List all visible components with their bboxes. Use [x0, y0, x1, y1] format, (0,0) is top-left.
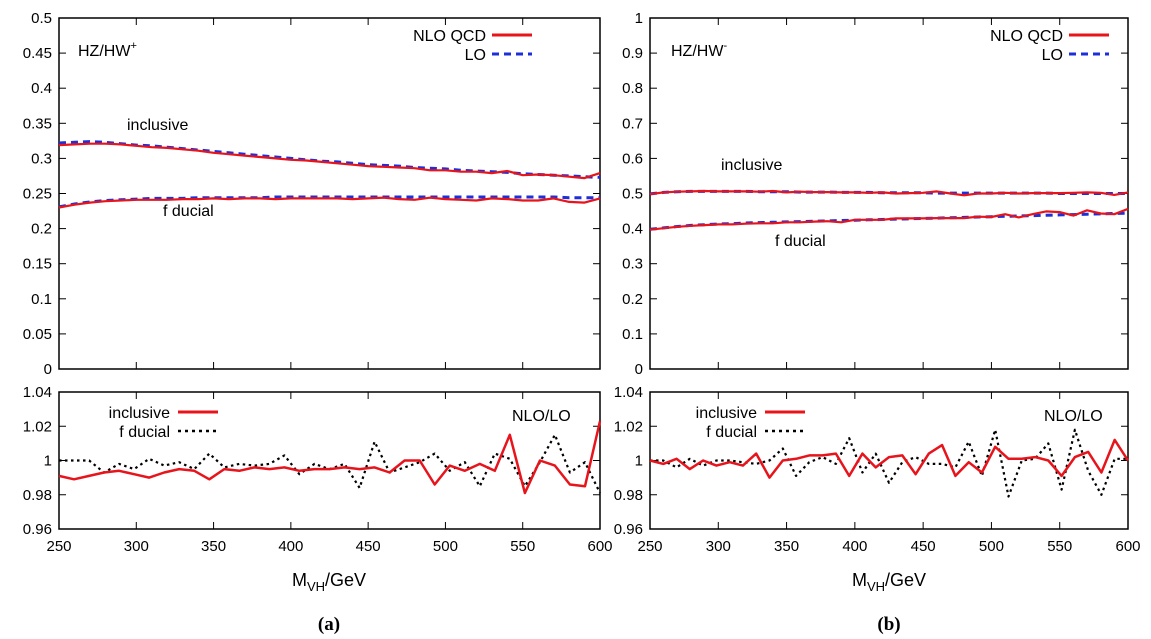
- y-tick-label: 0: [635, 361, 643, 378]
- x-tick-label: 450: [911, 538, 936, 555]
- series-lo-inclusive: [58, 140, 601, 179]
- x-tick-label: 250: [637, 538, 662, 555]
- annotation-inclusive-b: inclusive: [721, 157, 782, 174]
- y-tick-label: 0.25: [23, 186, 52, 203]
- y-tick-label: 1.02: [23, 418, 52, 435]
- legend-nlo-label-a: NLO QCD: [413, 28, 486, 45]
- bottom-legend-fiducial-label-b: f ducial: [706, 424, 757, 441]
- x-tick-label: 500: [433, 538, 458, 555]
- x-tick-label: 350: [201, 538, 226, 555]
- x-tick-label: 500: [979, 538, 1004, 555]
- y-tick-label: 0.8: [622, 80, 643, 97]
- panel-a: 0 0.05 0.1 0.15 0.2 0.25 0.3 0.35 0.4 0.45 0.5 0.9…: [23, 10, 613, 635]
- x-tick-label: 450: [356, 538, 381, 555]
- panel-b-top-lines: [649, 189, 1129, 231]
- y-tick-label: 1.04: [23, 384, 52, 401]
- legend-nlo-label-b: NLO QCD: [990, 28, 1063, 45]
- y-tick-label: 0: [44, 361, 52, 378]
- series-nlo-fiducial: [58, 196, 601, 209]
- x-tick-label: 350: [774, 538, 799, 555]
- bottom-legend-inclusive-label-b: inclusive: [696, 405, 757, 422]
- y-tick-label: 0.2: [622, 291, 643, 308]
- panel-a-top-ticks: 0 0.05 0.1 0.15 0.2 0.25 0.3 0.35 0.4 0.45 0.5: [23, 10, 601, 378]
- panel-a-top-frame: [58, 17, 601, 370]
- legend-lo-label-b: LO: [1042, 47, 1063, 64]
- y-tick-label: 0.96: [614, 521, 643, 538]
- y-tick-label: 1: [635, 453, 643, 470]
- series-nlo-fiducial: [649, 207, 1129, 231]
- panel-b: 0 0.1 0.2 0.3 0.4 0.5 0.6 0.7 0.8 0.9 1 0.96 0.98 1 1…: [614, 10, 1141, 635]
- x-tick-label: 400: [842, 538, 867, 555]
- bottom-legend-inclusive-label-a: inclusive: [109, 405, 170, 422]
- annotation-fiducial-b: f ducial: [775, 233, 826, 250]
- series-nlo-inclusive: [649, 189, 1129, 197]
- annotation-fiducial-a: f ducial: [163, 203, 214, 220]
- bottom-legend-fiducial-label-a: f ducial: [119, 424, 170, 441]
- x-tick-label: 550: [510, 538, 535, 555]
- y-tick-label: 0.98: [23, 487, 52, 504]
- process-label-b: HZ/HW-: [671, 40, 727, 60]
- series-ratio-fiducial: [59, 433, 601, 494]
- ratio-label-a: NLO/LO: [512, 408, 571, 425]
- y-tick-label: 1.02: [614, 418, 643, 435]
- x-tick-label: 250: [46, 538, 71, 555]
- series-ratio-inclusive: [649, 438, 1130, 479]
- y-tick-label: 0.5: [622, 186, 643, 203]
- panel-a-bottom-lines: [58, 420, 602, 495]
- ratio-label-b: NLO/LO: [1044, 408, 1103, 425]
- y-tick-label: 0.6: [622, 150, 643, 167]
- y-tick-label: 1.04: [614, 384, 643, 401]
- legend-lo-label-a: LO: [465, 47, 486, 64]
- y-tick-label: 0.9: [622, 45, 643, 62]
- x-tick-label: 300: [124, 538, 149, 555]
- x-axis-label-b: MVH/GeV: [852, 570, 926, 594]
- series-nlo-inclusive: [58, 142, 601, 180]
- series-lo-fiducial: [649, 211, 1129, 231]
- series-lo-fiducial: [58, 195, 600, 209]
- annotation-inclusive-a: inclusive: [127, 117, 188, 134]
- y-tick-label: 0.4: [622, 221, 643, 238]
- y-tick-label: 0.98: [614, 487, 643, 504]
- series-ratio-fiducial: [650, 428, 1128, 498]
- y-tick-label: 0.4: [31, 80, 52, 97]
- y-tick-label: 0.96: [23, 521, 52, 538]
- x-tick-label: 600: [1115, 538, 1140, 555]
- y-tick-label: 0.3: [31, 150, 52, 167]
- y-tick-label: 0.15: [23, 256, 52, 273]
- y-tick-label: 0.05: [23, 326, 52, 343]
- y-tick-label: 0.3: [622, 256, 643, 273]
- y-tick-label: 0.1: [622, 326, 643, 343]
- panel-b-top-ticks: 0 0.1 0.2 0.3 0.4 0.5 0.6 0.7 0.8 0.9 1: [622, 10, 1129, 378]
- panel-a-top-lines: [58, 140, 601, 209]
- process-label-a: HZ/HW+: [78, 40, 137, 60]
- series-ratio-inclusive: [58, 420, 602, 495]
- x-axis-label-a: MVH/GeV: [292, 570, 366, 594]
- y-tick-label: 0.5: [31, 10, 52, 27]
- x-tick-label: 600: [587, 538, 612, 555]
- y-tick-label: 1: [635, 10, 643, 27]
- x-tick-label: 550: [1047, 538, 1072, 555]
- x-tick-label: 400: [278, 538, 303, 555]
- y-tick-label: 0.35: [23, 115, 52, 132]
- caption-a: (a): [318, 614, 340, 635]
- panel-b-bottom-ticks: 0.96 0.98 1 1.02 1.04 250 300 350 400 450 500 550 60…: [614, 384, 1141, 555]
- x-tick-label: 300: [706, 538, 731, 555]
- y-tick-label: 0.1: [31, 291, 52, 308]
- y-tick-label: 0.45: [23, 45, 52, 62]
- y-tick-label: 1: [44, 453, 52, 470]
- y-tick-label: 0.7: [622, 115, 643, 132]
- caption-b: (b): [877, 614, 900, 635]
- y-tick-label: 0.2: [31, 221, 52, 238]
- panel-b-bottom-lines: [649, 428, 1130, 498]
- panel-a-bottom-ticks: 0.96 0.98 1 1.02 1.04 250 300 350 400 450 500 550 60…: [23, 384, 613, 555]
